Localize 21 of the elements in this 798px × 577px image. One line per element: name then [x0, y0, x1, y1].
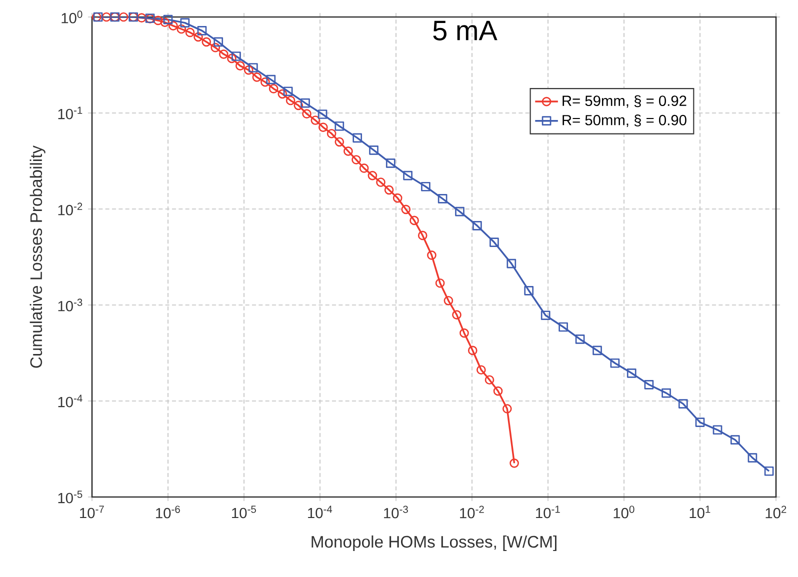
x-tick-label: 10$^{-6}$: [156, 506, 180, 518]
y-tick-label: 10$^{-2}$: [58, 202, 82, 216]
x-axis-title: Monopole HOMs Losses, [W/CM]: [312, 535, 556, 551]
x-tick-label: 10$^{-5}$: [232, 506, 256, 518]
legend-label: R= 50mm, § = 0.90: [562, 114, 686, 128]
chart-title: 5 mA: [433, 20, 498, 40]
y-tick-label: 10$^{-4}$: [58, 394, 82, 408]
y-tick-label: 10$^{0}$: [62, 10, 82, 24]
x-tick-label: 10$^{-7}$: [80, 506, 104, 518]
x-tick-label: 10$^{2}$: [766, 506, 786, 518]
x-tick-label: 10$^{-4}$: [308, 506, 332, 518]
x-tick-label: 10$^{-1}$: [536, 506, 560, 518]
x-tick-label: 10$^{1}$: [690, 506, 710, 518]
x-tick-label: 10$^{0}$: [614, 506, 634, 518]
y-tick-label: 10$^{-1}$: [58, 106, 82, 120]
y-tick-label: 10$^{-3}$: [58, 298, 82, 312]
y-tick-label: 10$^{-5}$: [58, 490, 82, 504]
x-tick-label: 10$^{-3}$: [384, 506, 408, 518]
legend-label: R= 59mm, § = 0.92: [562, 95, 686, 108]
y-axis-title: Cumulative Losses Probability: [30, 145, 46, 368]
x-tick-label: 10$^{-2}$: [460, 506, 484, 518]
